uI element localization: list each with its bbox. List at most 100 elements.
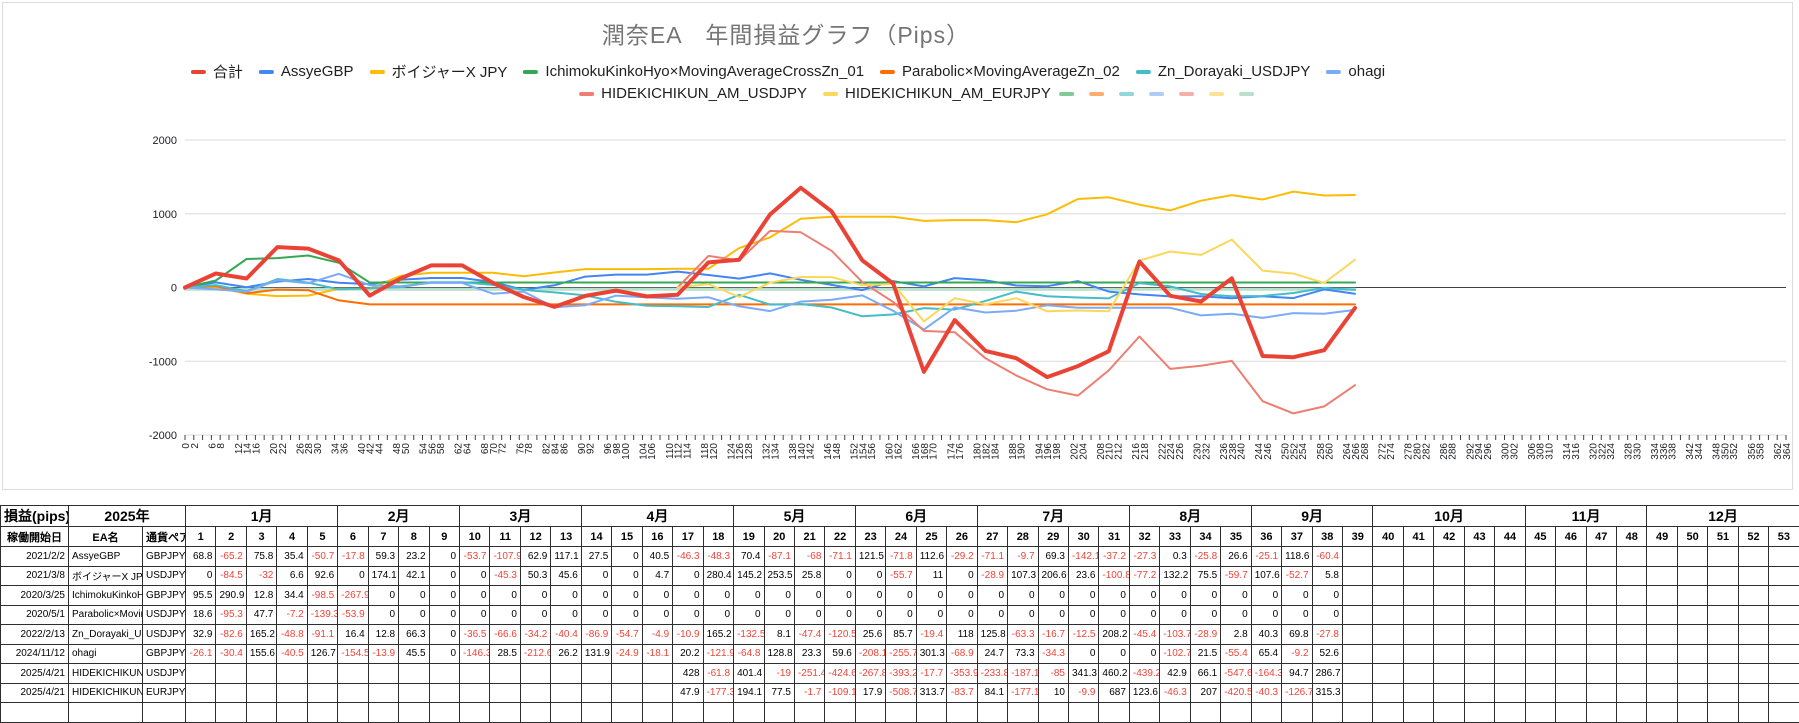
weekly-pl-cell[interactable] — [399, 664, 429, 684]
weekly-pl-cell[interactable]: -102.7 — [1160, 644, 1190, 664]
column-header-cell-1[interactable]: EA名 — [69, 527, 143, 547]
weekly-pl-cell[interactable]: 0 — [1008, 586, 1038, 606]
week-number-header-cell[interactable]: 50 — [1677, 527, 1707, 547]
weekly-pl-cell[interactable]: -32 — [246, 566, 276, 586]
weekly-pl-cell[interactable]: 0 — [1099, 586, 1129, 606]
weekly-pl-cell[interactable]: -64.8 — [734, 644, 764, 664]
empty-cell[interactable] — [1647, 703, 1677, 723]
empty-cell[interactable] — [1403, 703, 1433, 723]
weekly-pl-cell[interactable] — [1464, 586, 1494, 606]
weekly-pl-cell[interactable]: -187.1 — [1008, 664, 1038, 684]
weekly-pl-cell[interactable] — [1617, 625, 1647, 645]
weekly-pl-cell[interactable]: -208.1 — [855, 644, 885, 664]
empty-cell[interactable] — [1160, 703, 1190, 723]
weekly-pl-cell[interactable]: 286.7 — [1312, 664, 1342, 684]
week-number-header-cell[interactable]: 20 — [764, 527, 794, 547]
weekly-pl-cell[interactable] — [1403, 644, 1433, 664]
weekly-pl-cell[interactable]: 0 — [368, 586, 398, 606]
weekly-pl-cell[interactable]: -55.4 — [1221, 644, 1251, 664]
empty-cell[interactable] — [855, 703, 885, 723]
currency-pair-cell[interactable]: USDJPY — [143, 664, 186, 684]
weekly-pl-cell[interactable] — [1647, 586, 1677, 606]
ea-name-cell[interactable]: AssyeGBP — [69, 547, 143, 567]
weekly-pl-cell[interactable]: -47.4 — [794, 625, 824, 645]
weekly-pl-cell[interactable]: 0 — [1160, 586, 1190, 606]
weekly-pl-cell[interactable]: -132.5 — [734, 625, 764, 645]
empty-cell[interactable] — [216, 703, 246, 723]
weekly-pl-cell[interactable]: -142.1 — [1068, 547, 1098, 567]
week-number-header-cell[interactable]: 11 — [490, 527, 520, 547]
weekly-pl-cell[interactable]: 0 — [429, 566, 459, 586]
weekly-pl-cell[interactable] — [1738, 586, 1768, 606]
week-number-header-cell[interactable]: 2 — [216, 527, 246, 547]
weekly-pl-cell[interactable]: 0 — [673, 586, 703, 606]
weekly-pl-cell[interactable] — [1556, 566, 1586, 586]
weekly-pl-cell[interactable] — [1343, 625, 1373, 645]
empty-cell[interactable] — [277, 703, 307, 723]
weekly-pl-cell[interactable] — [1434, 664, 1464, 684]
weekly-pl-cell[interactable]: -98.5 — [307, 586, 337, 606]
weekly-pl-cell[interactable] — [1343, 683, 1373, 703]
weekly-pl-cell[interactable] — [1525, 605, 1555, 625]
weekly-pl-cell[interactable] — [1647, 547, 1677, 567]
weekly-pl-cell[interactable]: 132.2 — [1160, 566, 1190, 586]
weekly-pl-cell[interactable]: -121.9 — [703, 644, 733, 664]
weekly-pl-cell[interactable] — [1525, 625, 1555, 645]
weekly-pl-cell[interactable]: 0 — [794, 605, 824, 625]
weekly-pl-cell[interactable]: 47.9 — [673, 683, 703, 703]
weekly-pl-cell[interactable]: -63.3 — [1008, 625, 1038, 645]
weekly-pl-cell[interactable]: -267.9 — [338, 586, 368, 606]
weekly-pl-cell[interactable]: -255.7 — [886, 644, 916, 664]
empty-cell[interactable] — [1282, 703, 1312, 723]
weekly-pl-cell[interactable] — [460, 683, 490, 703]
ea-name-cell[interactable]: HIDEKICHIKUN_AM_USDJPY — [69, 664, 143, 684]
weekly-pl-cell[interactable] — [1464, 605, 1494, 625]
weekly-pl-cell[interactable]: 84.1 — [977, 683, 1007, 703]
week-number-header-cell[interactable]: 22 — [825, 527, 855, 547]
weekly-pl-cell[interactable]: -53.9 — [338, 605, 368, 625]
weekly-pl-cell[interactable]: 145.2 — [734, 566, 764, 586]
weekly-pl-cell[interactable]: 26.6 — [1221, 547, 1251, 567]
weekly-pl-cell[interactable]: -547.6 — [1221, 664, 1251, 684]
empty-cell[interactable] — [368, 703, 398, 723]
column-header-cell-0[interactable]: 稼働開始日 — [1, 527, 69, 547]
weekly-pl-cell[interactable] — [1464, 547, 1494, 567]
weekly-pl-cell[interactable] — [1373, 605, 1403, 625]
weekly-pl-cell[interactable]: 0 — [338, 566, 368, 586]
weekly-pl-cell[interactable]: 0 — [825, 566, 855, 586]
weekly-pl-cell[interactable]: 0 — [855, 566, 885, 586]
weekly-pl-cell[interactable]: -439.2 — [1129, 664, 1159, 684]
weekly-pl-cell[interactable] — [1769, 644, 1799, 664]
weekly-pl-cell[interactable] — [1617, 664, 1647, 684]
weekly-pl-cell[interactable]: 16.4 — [338, 625, 368, 645]
weekly-pl-cell[interactable]: 0 — [490, 605, 520, 625]
weekly-pl-cell[interactable]: 18.6 — [186, 605, 216, 625]
empty-cell[interactable] — [764, 703, 794, 723]
weekly-pl-cell[interactable]: -82.6 — [216, 625, 246, 645]
week-number-header-cell[interactable]: 39 — [1343, 527, 1373, 547]
weekly-pl-cell[interactable]: 0 — [764, 586, 794, 606]
start-date-cell[interactable]: 2021/2/2 — [1, 547, 69, 567]
week-number-header-cell[interactable]: 12 — [520, 527, 550, 547]
weekly-pl-cell[interactable]: 123.6 — [1129, 683, 1159, 703]
weekly-pl-cell[interactable]: -45.4 — [1129, 625, 1159, 645]
weekly-pl-cell[interactable]: 0 — [642, 605, 672, 625]
weekly-pl-cell[interactable] — [1495, 625, 1525, 645]
weekly-pl-cell[interactable]: 0 — [1190, 586, 1220, 606]
weekly-pl-cell[interactable] — [1708, 586, 1738, 606]
weekly-pl-cell[interactable] — [1769, 586, 1799, 606]
weekly-pl-cell[interactable]: 0 — [1008, 605, 1038, 625]
week-number-header-cell[interactable]: 24 — [886, 527, 916, 547]
weekly-pl-cell[interactable] — [581, 683, 611, 703]
weekly-pl-cell[interactable]: -25.8 — [1190, 547, 1220, 567]
weekly-pl-cell[interactable] — [1677, 605, 1707, 625]
weekly-pl-cell[interactable] — [1495, 664, 1525, 684]
weekly-pl-cell[interactable]: 125.8 — [977, 625, 1007, 645]
weekly-pl-cell[interactable]: 194.1 — [734, 683, 764, 703]
ea-name-cell[interactable]: HIDEKICHIKUN_AM_EURJPY — [69, 683, 143, 703]
empty-cell[interactable] — [1008, 703, 1038, 723]
week-number-header-cell[interactable]: 32 — [1129, 527, 1159, 547]
weekly-pl-cell[interactable]: 8.1 — [764, 625, 794, 645]
weekly-pl-cell[interactable] — [642, 683, 672, 703]
empty-cell[interactable] — [1525, 703, 1555, 723]
